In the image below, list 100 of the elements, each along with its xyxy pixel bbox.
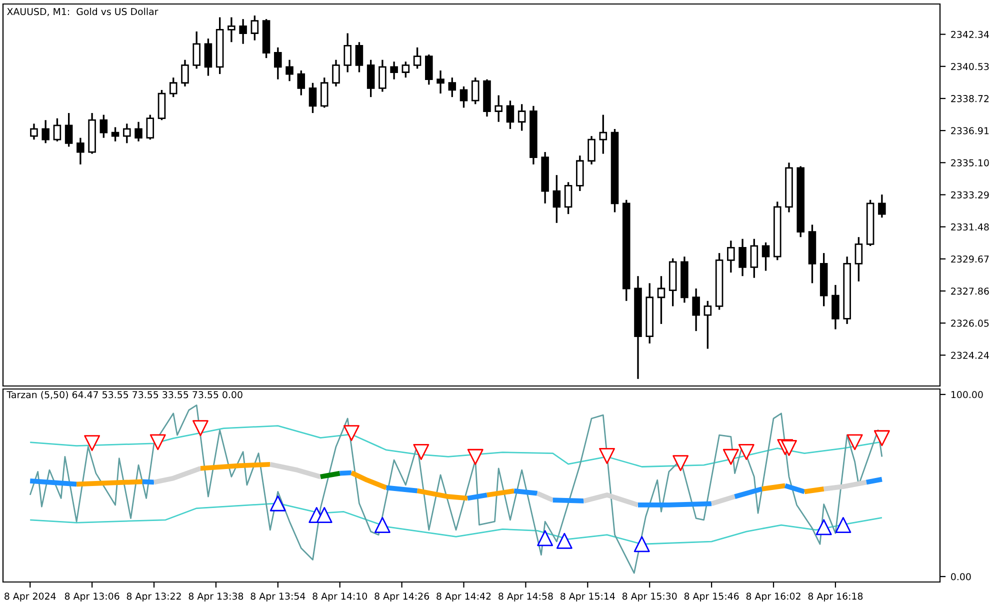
point bbox=[537, 530, 554, 546]
point bbox=[374, 517, 390, 533]
candlestick bbox=[332, 59, 340, 88]
candlestick bbox=[727, 240, 735, 274]
point bbox=[672, 455, 689, 472]
point bbox=[599, 448, 615, 464]
candlestick bbox=[762, 242, 770, 272]
candlestick bbox=[704, 300, 712, 350]
candlestick bbox=[832, 284, 840, 330]
candlestick bbox=[390, 60, 398, 80]
point bbox=[316, 507, 332, 523]
y-tick-label: 2333.29 bbox=[951, 191, 989, 198]
candlestick bbox=[169, 76, 178, 98]
x-tick-label: 8 Apr 15:46 bbox=[684, 592, 739, 602]
candlestick bbox=[76, 137, 84, 166]
candlestick bbox=[204, 38, 212, 77]
y-tick-label: 0.00 bbox=[951, 573, 971, 580]
x-tick-label: 8 Apr 14:58 bbox=[498, 592, 553, 602]
candlestick bbox=[123, 122, 131, 144]
x-tick-label: 8 Apr 15:30 bbox=[622, 592, 677, 602]
candlestick bbox=[192, 30, 200, 70]
chart-title: Tarzan (5,50) 64.47 53.55 73.55 33.55 73.55 0.00 bbox=[6, 390, 242, 400]
candlestick bbox=[378, 59, 386, 93]
candlestick bbox=[344, 32, 352, 74]
x-tick-label: 8 Apr 13:38 bbox=[188, 592, 244, 602]
candlestick bbox=[436, 70, 444, 94]
point bbox=[343, 425, 360, 442]
candlestick bbox=[297, 70, 306, 96]
candlestick bbox=[413, 46, 422, 70]
x-tick-label: 8 Apr 13:22 bbox=[126, 592, 181, 602]
candlestick bbox=[308, 82, 317, 114]
candlestick bbox=[286, 59, 294, 82]
candlestick bbox=[100, 114, 108, 139]
point bbox=[835, 517, 852, 533]
candlestick bbox=[239, 18, 247, 45]
candlestick bbox=[506, 100, 514, 130]
candlestick bbox=[692, 288, 700, 332]
x-tick-label: 8 Apr 14:26 bbox=[374, 592, 429, 602]
candlestick bbox=[657, 275, 666, 325]
candlestick bbox=[448, 76, 456, 98]
point bbox=[413, 444, 430, 460]
x-tick-label: 8 Apr 16:18 bbox=[808, 592, 863, 602]
candlestick bbox=[552, 174, 561, 224]
x-tick-label: 8 Apr 16:02 bbox=[746, 592, 800, 602]
candlestick bbox=[146, 114, 154, 140]
y-tick-label: 2340.53 bbox=[951, 62, 989, 70]
candlestick bbox=[320, 76, 328, 109]
candlestick bbox=[42, 119, 50, 144]
candlestick bbox=[30, 122, 38, 140]
candlestick bbox=[274, 46, 282, 80]
candlestick bbox=[228, 16, 236, 43]
point bbox=[150, 434, 166, 450]
candlestick bbox=[134, 121, 142, 142]
x-tick-label: 8 Apr 14:42 bbox=[436, 592, 491, 602]
y-tick-label: 2335.10 bbox=[951, 159, 989, 166]
y-tick-label: 2327.86 bbox=[951, 288, 989, 295]
y-tick-label: 2342.34 bbox=[951, 30, 989, 38]
candlestick bbox=[564, 181, 572, 215]
y-tick-label: 2326.05 bbox=[951, 320, 989, 327]
point bbox=[816, 519, 832, 536]
y-tick-label: 2338.72 bbox=[951, 95, 989, 102]
point bbox=[467, 448, 484, 465]
x-tick-label: 8 Apr 15:14 bbox=[560, 592, 615, 602]
candlestick bbox=[460, 86, 468, 109]
point bbox=[556, 532, 572, 549]
point bbox=[722, 448, 739, 465]
point bbox=[846, 434, 863, 450]
y-tick-label: 2324.24 bbox=[951, 352, 989, 359]
candlestick bbox=[64, 112, 73, 148]
point bbox=[192, 420, 208, 436]
candlestick bbox=[402, 60, 410, 78]
candlestick bbox=[599, 114, 608, 155]
candlestick bbox=[494, 94, 502, 123]
x-tick-label: 8 Apr 13:54 bbox=[250, 592, 306, 602]
chart-title: XAUUSD, M1: Gold vs US Dollar bbox=[7, 8, 158, 16]
candlestick bbox=[518, 103, 526, 132]
point bbox=[84, 435, 100, 452]
candlestick bbox=[750, 238, 758, 279]
candlestick bbox=[471, 76, 480, 105]
point bbox=[634, 536, 650, 552]
y-tick-label: 2336.91 bbox=[951, 127, 989, 134]
candlestick bbox=[53, 118, 62, 142]
candlestick bbox=[878, 194, 886, 218]
candlestick bbox=[111, 126, 120, 142]
x-tick-label: 8 Apr 13:06 bbox=[64, 592, 120, 602]
candlestick bbox=[588, 135, 596, 166]
x-tick-label: 8 Apr 2024 bbox=[4, 592, 56, 602]
candlestick bbox=[738, 238, 746, 277]
x-tick-label: 8 Apr 14:10 bbox=[312, 592, 368, 602]
candlestick bbox=[854, 236, 863, 282]
point bbox=[874, 430, 890, 446]
y-tick-label: 2329.67 bbox=[951, 255, 989, 263]
candlestick bbox=[250, 14, 259, 42]
point bbox=[270, 495, 286, 512]
candlestick bbox=[181, 59, 189, 88]
candlestick bbox=[425, 54, 433, 86]
y-tick-label: 2331.48 bbox=[951, 223, 989, 231]
point bbox=[738, 444, 754, 460]
candlestick bbox=[355, 41, 364, 74]
y-tick-label: 100.00 bbox=[951, 391, 983, 398]
